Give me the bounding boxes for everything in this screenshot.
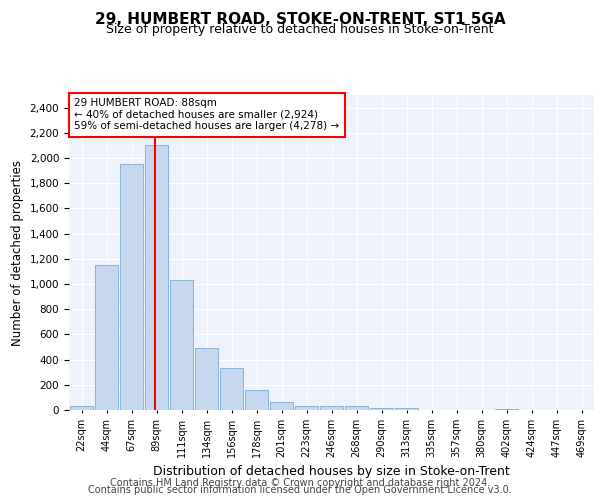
Bar	[295, 406, 319, 410]
Text: Contains public sector information licensed under the Open Government Licence v3: Contains public sector information licen…	[88, 485, 512, 495]
Text: 29 HUMBERT ROAD: 88sqm
← 40% of detached houses are smaller (2,924)
59% of semi-: 29 HUMBERT ROAD: 88sqm ← 40% of detached…	[74, 98, 340, 132]
Bar	[494, 408, 518, 410]
Text: Contains HM Land Registry data © Crown copyright and database right 2024.: Contains HM Land Registry data © Crown c…	[110, 478, 490, 488]
X-axis label: Distribution of detached houses by size in Stoke-on-Trent: Distribution of detached houses by size …	[153, 466, 510, 478]
Bar	[344, 406, 368, 410]
Bar	[320, 406, 343, 410]
Text: Size of property relative to detached houses in Stoke-on-Trent: Size of property relative to detached ho…	[106, 24, 494, 36]
Bar	[170, 280, 193, 410]
Bar	[220, 368, 244, 410]
Bar	[194, 348, 218, 410]
Bar	[95, 265, 118, 410]
Bar	[70, 406, 94, 410]
Bar	[370, 408, 394, 410]
Y-axis label: Number of detached properties: Number of detached properties	[11, 160, 24, 346]
Text: 29, HUMBERT ROAD, STOKE-ON-TRENT, ST1 5GA: 29, HUMBERT ROAD, STOKE-ON-TRENT, ST1 5G…	[95, 12, 505, 28]
Bar	[119, 164, 143, 410]
Bar	[395, 408, 418, 410]
Bar	[145, 146, 169, 410]
Bar	[245, 390, 268, 410]
Bar	[269, 402, 293, 410]
